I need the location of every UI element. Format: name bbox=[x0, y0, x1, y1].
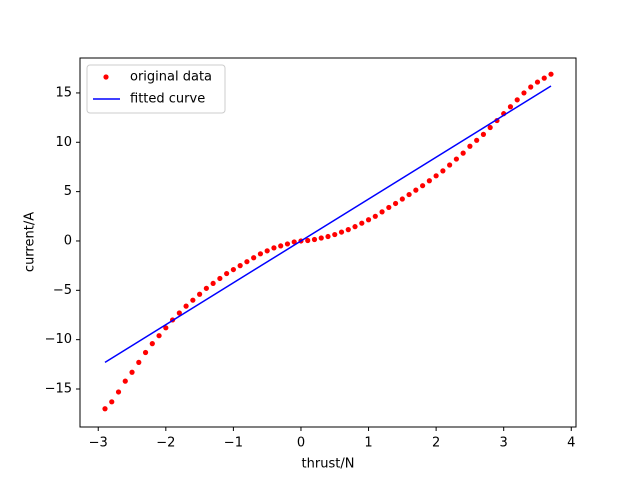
y-tick-label: −5 bbox=[53, 283, 72, 298]
data-point bbox=[345, 227, 351, 233]
data-point bbox=[257, 251, 264, 257]
data-point bbox=[413, 187, 419, 193]
x-tick-label: −2 bbox=[156, 436, 175, 451]
data-point bbox=[251, 255, 257, 261]
data-point bbox=[352, 224, 358, 230]
data-point bbox=[136, 359, 142, 365]
data-point bbox=[142, 349, 149, 356]
data-point bbox=[203, 285, 209, 291]
data-point bbox=[440, 168, 446, 174]
data-point bbox=[264, 248, 270, 254]
data-point bbox=[392, 200, 399, 207]
x-tick-label: 1 bbox=[364, 436, 372, 451]
data-point bbox=[278, 243, 284, 249]
data-point bbox=[447, 162, 453, 168]
data-point bbox=[244, 259, 250, 265]
data-point bbox=[338, 229, 345, 235]
data-point bbox=[311, 236, 318, 243]
data-point bbox=[284, 241, 291, 247]
data-point bbox=[129, 369, 135, 375]
y-tick-label: −15 bbox=[45, 382, 72, 397]
data-point bbox=[230, 266, 236, 273]
y-tick-label: 0 bbox=[64, 233, 72, 248]
data-point bbox=[224, 270, 230, 277]
data-point bbox=[541, 75, 547, 81]
data-point bbox=[210, 280, 216, 287]
x-tick-label: 2 bbox=[432, 436, 440, 451]
legend-box bbox=[86, 64, 226, 114]
data-point bbox=[386, 204, 392, 211]
data-point bbox=[453, 156, 459, 162]
y-tick-label: −10 bbox=[45, 332, 72, 347]
data-point bbox=[318, 235, 324, 241]
data-point bbox=[332, 231, 338, 238]
y-axis-label: current/A bbox=[23, 212, 38, 272]
y-tick-label: 5 bbox=[64, 184, 72, 199]
x-tick-label: 4 bbox=[567, 436, 575, 451]
data-point bbox=[149, 341, 155, 347]
data-point bbox=[426, 178, 432, 184]
legend-label: fitted curve bbox=[130, 92, 205, 107]
plot-frame bbox=[79, 57, 577, 428]
legend-label: original data bbox=[130, 70, 212, 85]
data-point bbox=[379, 209, 385, 215]
fitted-line bbox=[104, 85, 552, 363]
data-point bbox=[271, 245, 277, 251]
legend-marker bbox=[103, 74, 109, 80]
data-point bbox=[433, 173, 439, 179]
x-tick-label: −3 bbox=[89, 436, 108, 451]
data-point bbox=[406, 191, 412, 198]
y-tick-label: 10 bbox=[55, 135, 72, 150]
data-point bbox=[372, 213, 378, 219]
data-point bbox=[109, 399, 115, 405]
data-point bbox=[521, 90, 527, 96]
data-point bbox=[197, 291, 203, 297]
data-point bbox=[487, 124, 493, 131]
data-point bbox=[291, 239, 297, 245]
data-point bbox=[359, 220, 365, 226]
data-point bbox=[176, 310, 182, 316]
data-point bbox=[325, 233, 331, 240]
data-point bbox=[102, 406, 108, 412]
data-point bbox=[156, 333, 162, 339]
y-tick-label: 15 bbox=[55, 85, 72, 100]
data-point bbox=[528, 84, 534, 90]
data-point bbox=[183, 303, 189, 309]
data-point bbox=[365, 217, 372, 223]
data-point bbox=[514, 97, 520, 103]
x-tick-label: 3 bbox=[500, 436, 508, 451]
x-tick-label: −1 bbox=[224, 436, 243, 451]
data-point bbox=[122, 378, 128, 384]
data-point bbox=[237, 263, 243, 269]
data-point bbox=[460, 150, 466, 156]
data-point bbox=[305, 237, 311, 244]
data-point bbox=[163, 325, 169, 331]
data-point bbox=[420, 183, 426, 189]
data-point bbox=[507, 104, 514, 110]
data-point bbox=[467, 143, 473, 149]
data-point bbox=[534, 79, 541, 85]
data-point bbox=[474, 137, 480, 143]
data-point bbox=[480, 131, 487, 137]
data-point bbox=[115, 389, 122, 395]
data-point bbox=[190, 297, 196, 303]
x-tick-label: 0 bbox=[297, 436, 305, 451]
data-point bbox=[399, 196, 405, 202]
data-point bbox=[548, 71, 554, 77]
x-axis-label: thrust/N bbox=[302, 457, 355, 472]
data-point bbox=[217, 275, 223, 282]
